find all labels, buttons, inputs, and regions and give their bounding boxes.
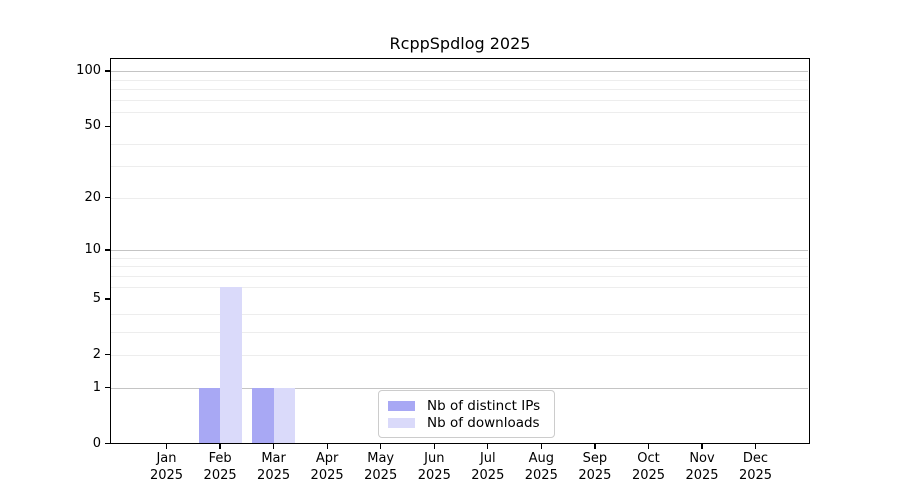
x-label-month: Sep <box>582 451 608 466</box>
x-tick-label-may: May 2025 <box>346 450 416 484</box>
minor-gridline-6 <box>111 286 808 288</box>
x-tick-label-aug: Aug 2025 <box>506 450 576 484</box>
chart-title: RcppSpdlog 2025 <box>389 34 531 53</box>
plot-area <box>110 58 810 444</box>
x-tick-jun <box>433 444 435 449</box>
x-label-month: Oct <box>637 451 660 466</box>
minor-gridline-9 <box>111 257 808 259</box>
x-label-year: 2025 <box>257 468 291 483</box>
x-tick-jan <box>165 444 168 449</box>
x-tick-nov <box>701 444 703 449</box>
x-tick-dec <box>754 444 757 449</box>
legend-row-distinct-ips: Nb of distinct IPs <box>388 397 545 414</box>
minor-gridline-3 <box>111 331 808 333</box>
bar-nb-of-downloads-mar <box>273 387 296 443</box>
major-gridline-1 <box>111 387 808 389</box>
x-label-year: 2025 <box>685 468 719 483</box>
x-tick-label-jul: Jul 2025 <box>453 450 523 484</box>
y-tick-label-5: 5 <box>92 290 101 306</box>
x-tick-label-apr: Apr 2025 <box>292 450 362 484</box>
x-label-year: 2025 <box>417 468 451 483</box>
x-label-year: 2025 <box>203 468 237 483</box>
x-tick-may <box>380 444 382 449</box>
x-label-year: 2025 <box>631 468 666 483</box>
bar-nb-of-downloads-feb <box>220 286 242 443</box>
x-tick-label-dec: Dec 2025 <box>721 450 791 484</box>
minor-gridline-40 <box>111 143 808 145</box>
y-tick-5 <box>105 298 110 300</box>
x-tick-apr <box>326 444 328 449</box>
y-tick-100 <box>105 70 110 72</box>
legend: Nb of distinct IPs Nb of downloads <box>378 390 555 438</box>
y-tick-1 <box>105 386 110 389</box>
y-tick-10 <box>105 249 110 251</box>
x-tick-label-oct: Oct 2025 <box>614 450 684 484</box>
minor-gridline-80 <box>111 88 808 90</box>
y-tick-50 <box>105 125 110 127</box>
minor-gridline-4 <box>111 313 808 315</box>
x-label-month: Feb <box>208 451 232 466</box>
x-label-month: Apr <box>315 451 339 466</box>
x-label-month: May <box>367 451 395 466</box>
x-label-year: 2025 <box>578 468 612 483</box>
x-tick-feb <box>219 444 221 449</box>
y-tick-label-50: 50 <box>84 118 101 134</box>
x-tick-label-feb: Feb 2025 <box>185 450 255 484</box>
y-tick-20 <box>105 197 110 199</box>
y-tick-label-1: 1 <box>92 379 101 395</box>
bar-nb-of-distinct-ips-mar <box>252 387 274 443</box>
legend-row-downloads: Nb of downloads <box>388 414 545 431</box>
x-label-year: 2025 <box>364 468 398 483</box>
x-label-month: Aug <box>528 451 554 466</box>
x-label-month: Jan <box>156 451 177 466</box>
x-label-year: 2025 <box>738 468 773 483</box>
x-tick-label-jun: Jun 2025 <box>399 450 469 484</box>
major-gridline-100 <box>111 71 808 73</box>
y-tick-2 <box>105 354 110 356</box>
minor-gridline-30 <box>111 166 808 168</box>
x-tick-oct <box>647 444 650 449</box>
x-label-year: 2025 <box>471 468 505 483</box>
x-tick-aug <box>540 444 542 449</box>
x-tick-jul <box>487 444 489 449</box>
x-label-month: Nov <box>689 451 715 466</box>
bar-nb-of-distinct-ips-feb <box>198 387 221 443</box>
major-gridline-10 <box>111 250 808 251</box>
x-tick-label-nov: Nov 2025 <box>667 450 737 484</box>
legend-label-downloads: Nb of downloads <box>427 414 540 431</box>
x-tick-label-mar: Mar 2025 <box>239 450 309 484</box>
x-label-year: 2025 <box>149 468 184 483</box>
legend-label-distinct-ips: Nb of distinct IPs <box>427 397 541 414</box>
legend-swatch-distinct-ips <box>388 400 415 411</box>
x-label-month: Jul <box>479 451 496 466</box>
minor-gridline-60 <box>111 111 808 113</box>
x-label-year: 2025 <box>524 468 558 483</box>
minor-gridline-2 <box>111 354 808 356</box>
y-tick-label-20: 20 <box>84 189 101 205</box>
x-tick-label-jan: Jan 2025 <box>132 450 202 484</box>
minor-gridline-7 <box>111 275 808 277</box>
minor-gridline-70 <box>111 99 808 101</box>
minor-gridline-8 <box>111 266 808 268</box>
x-label-month: Jun <box>424 451 445 466</box>
x-tick-mar <box>273 444 275 449</box>
y-tick-label-2: 2 <box>92 346 101 362</box>
x-label-month: Mar <box>261 451 286 466</box>
y-tick-label-100: 100 <box>76 63 101 79</box>
minor-gridline-90 <box>111 79 808 81</box>
x-label-year: 2025 <box>310 468 344 483</box>
legend-swatch-downloads <box>388 417 415 428</box>
y-tick-label-10: 10 <box>84 242 101 257</box>
x-tick-sep <box>594 444 596 449</box>
x-label-month: Dec <box>742 451 769 466</box>
x-tick-label-sep: Sep 2025 <box>560 450 630 484</box>
y-tick-0 <box>105 442 110 445</box>
y-tick-label-0: 0 <box>92 435 101 451</box>
minor-gridline-20 <box>111 197 808 199</box>
